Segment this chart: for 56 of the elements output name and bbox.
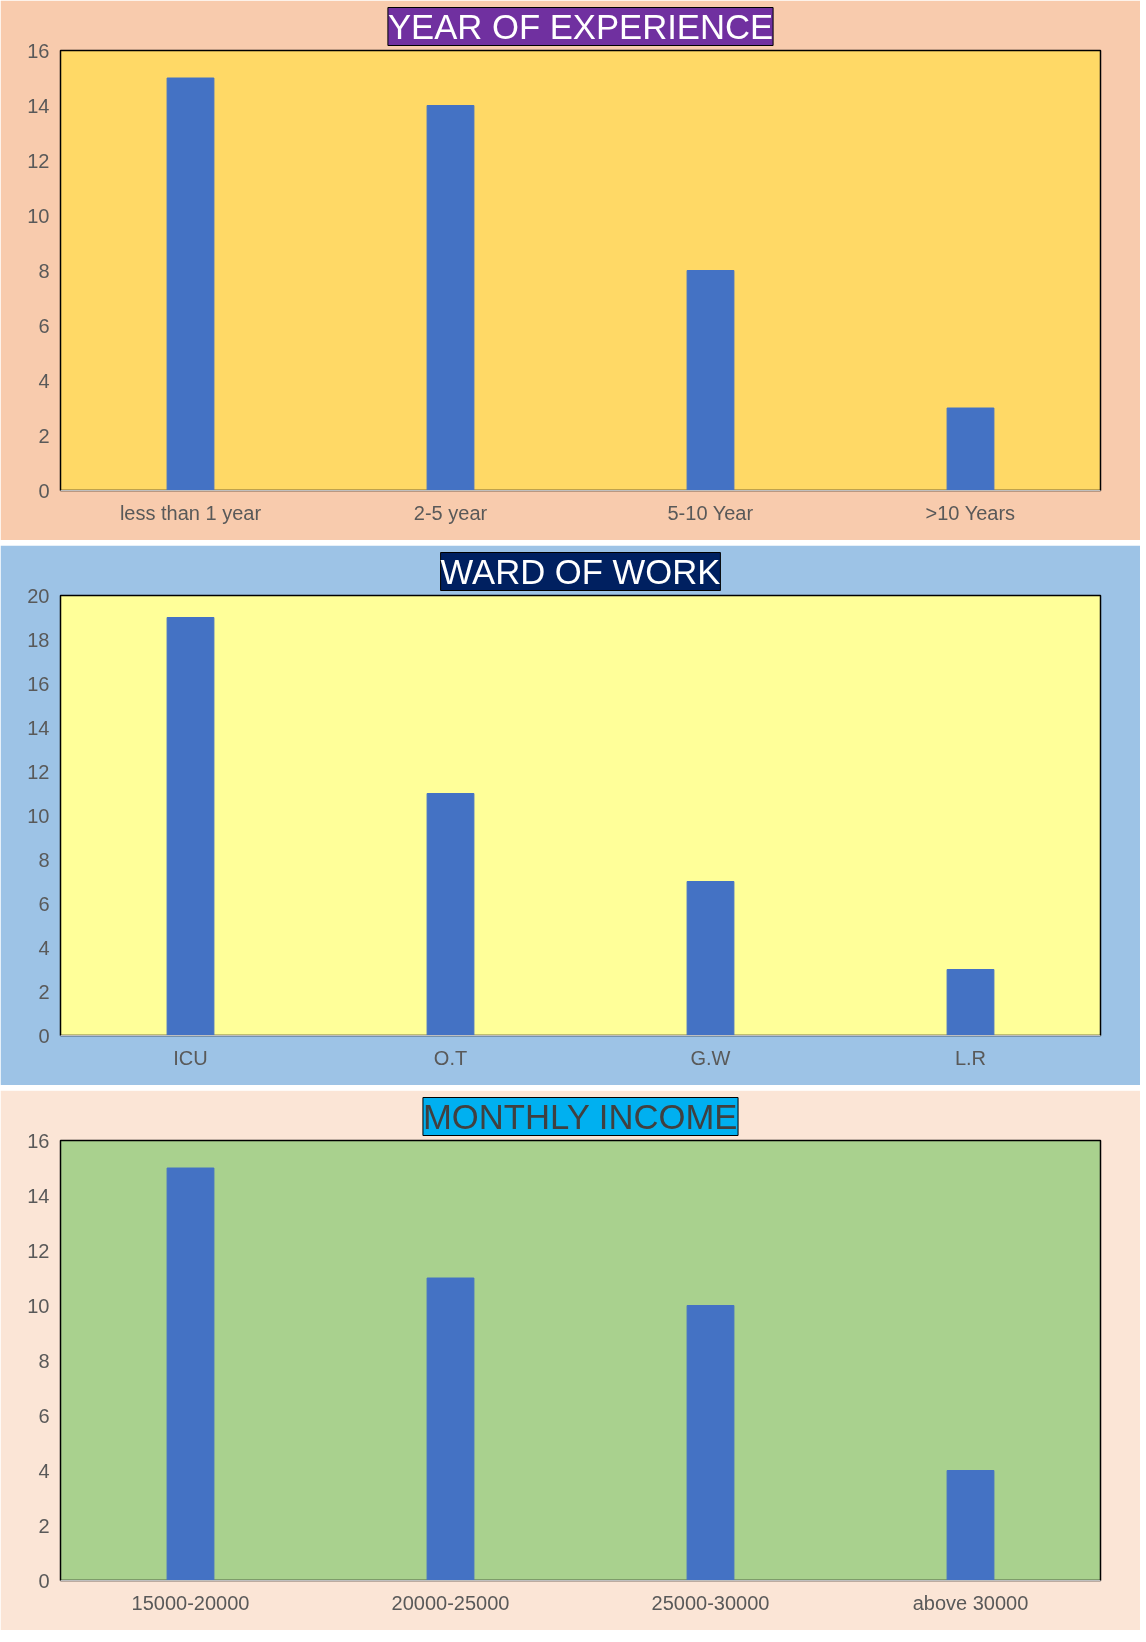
y-tick-label: 8 [38, 1349, 50, 1372]
y-tick-label: 18 [27, 628, 50, 651]
chart-title: YEAR OF EXPERIENCE [387, 7, 774, 46]
y-tick-label: 8 [38, 848, 50, 871]
x-tick-label: less than 1 year [119, 501, 262, 524]
y-tick-label: 10 [27, 204, 50, 227]
y-tick-label: 6 [38, 1404, 50, 1427]
chart-title: WARD OF WORK [440, 552, 721, 591]
bar [426, 105, 475, 491]
x-tick-label: G.W [690, 1046, 731, 1069]
y-tick-label: 0 [38, 1569, 50, 1592]
y-tick-label: 12 [27, 149, 50, 172]
x-tick-label: 5-10 Year [667, 501, 754, 524]
y-tick-label: 12 [27, 1239, 50, 1262]
x-tick-label: O.T [433, 1046, 468, 1069]
y-tick-label: 2 [38, 980, 50, 1003]
y-tick-label: 0 [38, 1024, 50, 1047]
y-tick-label: 14 [27, 716, 50, 739]
x-tick-label: 15000-20000 [131, 1591, 250, 1614]
bar [166, 617, 215, 1036]
bar [166, 1167, 215, 1581]
bar [686, 270, 735, 491]
y-tick-label: 8 [38, 259, 50, 282]
chart-title: MONTHLY INCOME [422, 1097, 738, 1136]
y-tick-label: 14 [27, 94, 50, 117]
y-tick-label: 4 [38, 369, 50, 392]
y-tick-label: 16 [27, 672, 50, 695]
y-tick-label: 6 [38, 314, 50, 337]
y-tick-label: 0 [38, 479, 50, 502]
y-tick-label: 16 [27, 39, 50, 62]
x-tick-label: above 30000 [912, 1591, 1029, 1614]
bar [686, 881, 735, 1036]
y-tick-label: 16 [27, 1129, 50, 1152]
bar [426, 793, 475, 1036]
bar [946, 407, 995, 491]
y-tick-label: 20 [27, 584, 50, 607]
x-tick-label: L.R [954, 1046, 987, 1069]
bar [166, 77, 215, 491]
bar [426, 1277, 475, 1581]
y-tick-label: 14 [27, 1184, 50, 1207]
y-tick-label: 6 [38, 892, 50, 915]
bar [686, 1305, 735, 1581]
x-tick-label: 20000-25000 [391, 1591, 510, 1614]
y-tick-label: 4 [38, 1459, 50, 1482]
y-tick-label: 10 [27, 1294, 50, 1317]
y-tick-label: 2 [38, 424, 50, 447]
y-tick-label: 12 [27, 760, 50, 783]
y-tick-label: 10 [27, 804, 50, 827]
x-tick-label: 2-5 year [413, 501, 488, 524]
bar [946, 1470, 995, 1581]
x-tick-label: >10 Years [925, 501, 1016, 524]
x-tick-label: 25000-30000 [651, 1591, 770, 1614]
bar [946, 969, 995, 1036]
y-tick-label: 4 [38, 936, 50, 959]
x-tick-label: ICU [173, 1046, 208, 1069]
y-tick-label: 2 [38, 1514, 50, 1537]
